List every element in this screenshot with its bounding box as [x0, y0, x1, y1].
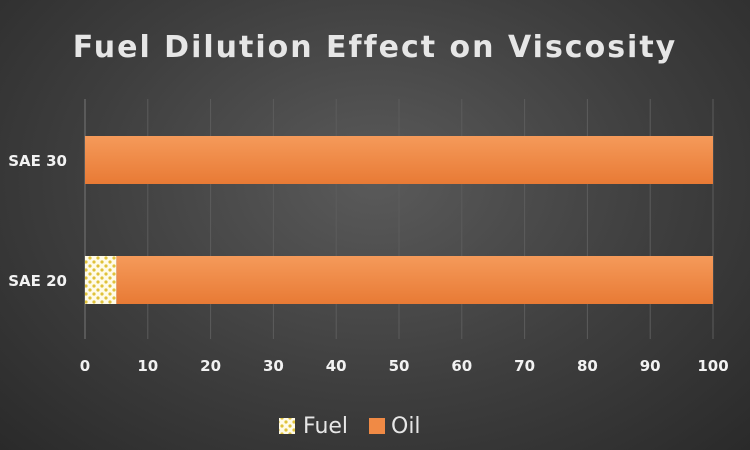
x-tick-label-70: 70	[514, 357, 535, 375]
x-tick-label-30: 30	[263, 357, 284, 375]
category-label-sae-30: SAE 30	[8, 152, 67, 170]
category-labels: SAE 30 SAE 20	[8, 152, 67, 290]
bars	[85, 136, 713, 304]
bar-fuel-sae-20	[85, 256, 117, 304]
x-tick-label-100: 100	[697, 357, 728, 375]
legend-label-oil: Oil	[391, 414, 421, 439]
x-tick-label-40: 40	[326, 357, 347, 375]
bar-oil-sae-20	[116, 256, 713, 304]
x-tick-label-80: 80	[577, 357, 598, 375]
x-tick-label-10: 10	[137, 357, 158, 375]
x-tick-label-20: 20	[200, 357, 221, 375]
x-tick-labels: 0 10 20 30 40 50 60 70 80 90 100	[80, 357, 729, 375]
legend: Fuel Oil	[279, 414, 421, 439]
x-tick-label-60: 60	[451, 357, 472, 375]
category-label-sae-20: SAE 20	[8, 272, 67, 290]
x-tick-label-50: 50	[389, 357, 410, 375]
bar-oil-sae-30	[85, 136, 713, 184]
legend-label-fuel: Fuel	[303, 414, 348, 439]
chart-title: Fuel Dilution Effect on Viscosity	[73, 30, 677, 65]
x-tick-label-90: 90	[640, 357, 661, 375]
legend-swatch-oil	[369, 418, 385, 434]
x-tick-label-0: 0	[80, 357, 90, 375]
legend-swatch-fuel	[279, 418, 295, 434]
